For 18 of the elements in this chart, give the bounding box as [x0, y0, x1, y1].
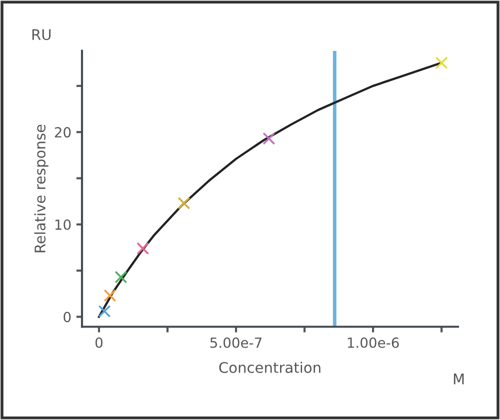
y-tick-label: 10 [55, 219, 71, 230]
point [136, 242, 150, 255]
point [114, 270, 128, 284]
y-tick-label: 0 [64, 312, 71, 322]
point [104, 289, 116, 302]
x-tick-label: 0 [95, 337, 102, 348]
point [178, 196, 190, 210]
point [435, 56, 448, 70]
x-tick-label: 5.00e-7 [210, 337, 262, 348]
text: RU [32, 29, 51, 40]
point [98, 304, 111, 318]
text: M [454, 374, 464, 384]
line-series [98, 62, 443, 318]
x-axis-title: Concentration [219, 362, 320, 374]
point [262, 132, 276, 145]
x-tick-label: 1.00e-6 [348, 337, 399, 348]
y-axis-title: Relative response [34, 124, 48, 252]
y-tick-label: 20 [54, 127, 71, 138]
